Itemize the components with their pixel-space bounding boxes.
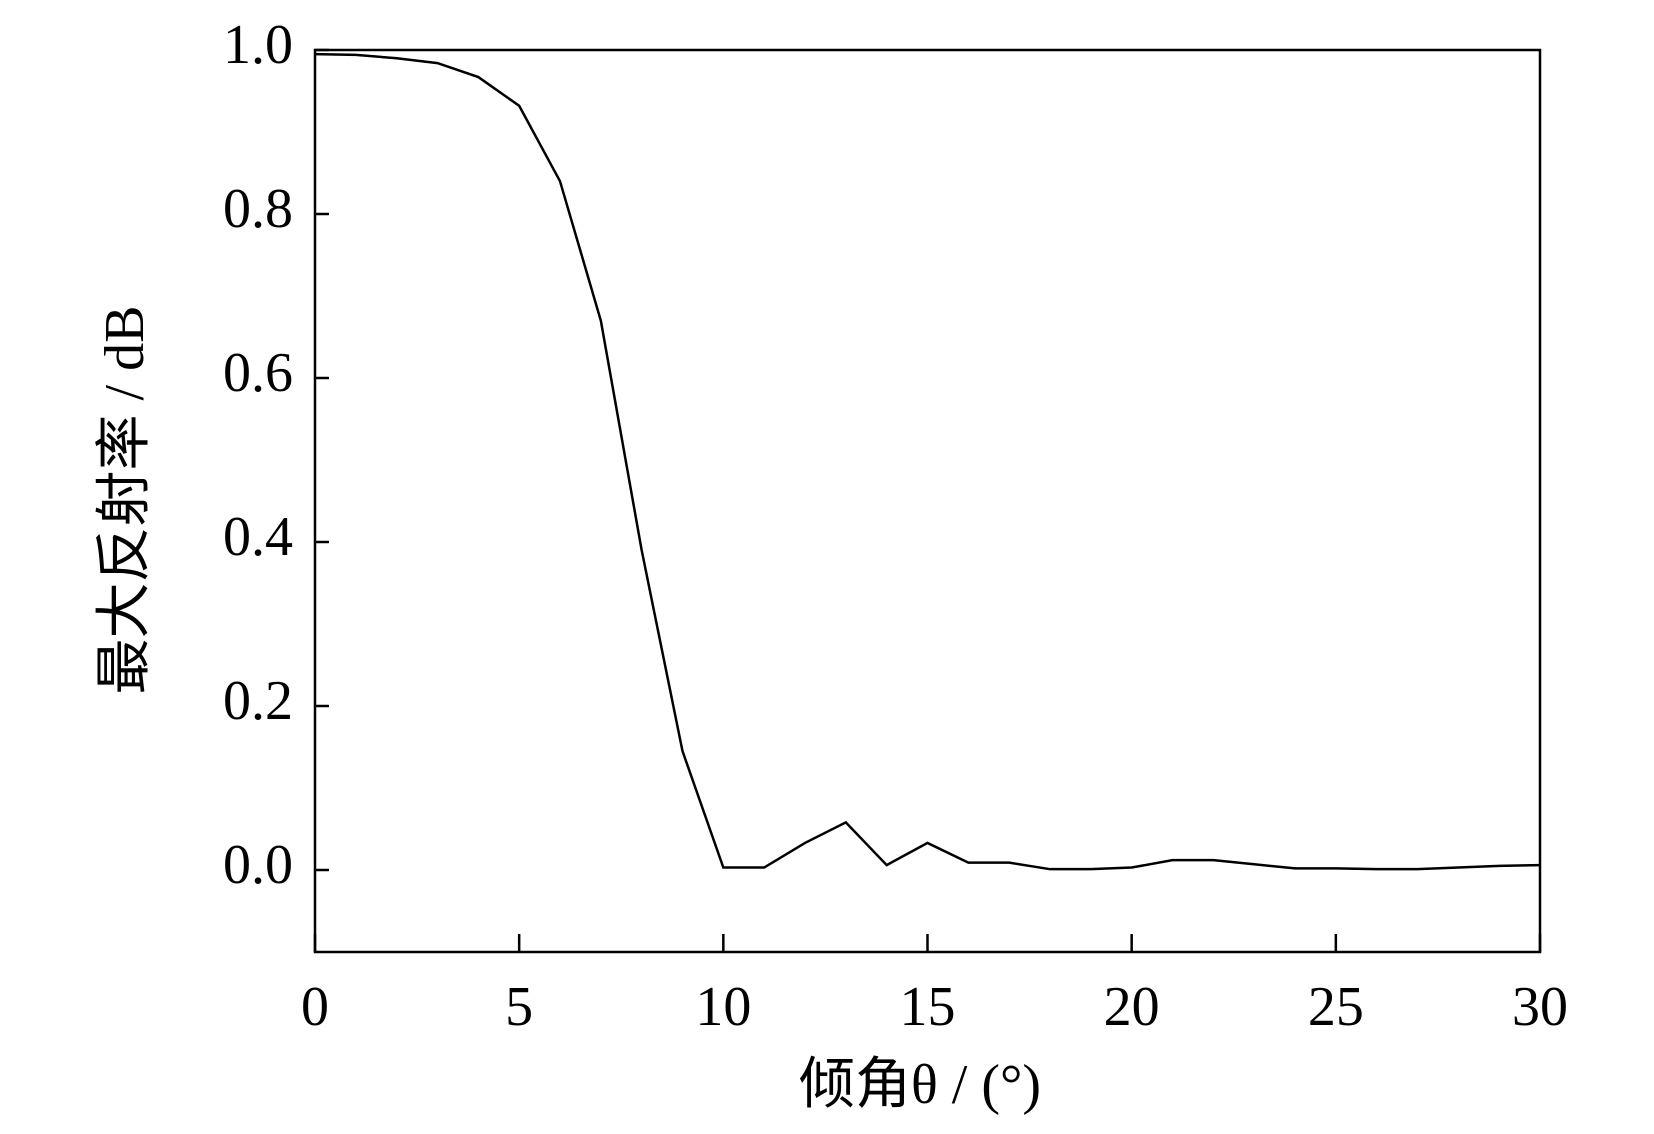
y-axis-label: 最大反射率 / dB — [94, 306, 156, 695]
y-tick-label: 1.0 — [223, 14, 293, 76]
x-axis-label: 倾角θ / (°) — [799, 1054, 1041, 1116]
x-tick-label: 15 — [900, 976, 956, 1038]
x-tick-label: 20 — [1104, 976, 1160, 1038]
y-tick-label: 0.0 — [223, 834, 293, 896]
x-tick-label: 25 — [1308, 976, 1364, 1038]
plot-frame — [313, 48, 1542, 954]
data-line — [314, 52, 1541, 871]
x-tick-label: 10 — [695, 976, 751, 1038]
y-tick-label: 0.4 — [223, 506, 293, 568]
x-tick-label: 0 — [301, 976, 329, 1038]
x-tick-label: 5 — [505, 976, 533, 1038]
y-tick-label: 0.2 — [223, 670, 293, 732]
y-tick-label: 0.6 — [223, 342, 293, 404]
x-tick-label: 30 — [1512, 976, 1568, 1038]
y-tick-label: 0.8 — [223, 178, 293, 240]
